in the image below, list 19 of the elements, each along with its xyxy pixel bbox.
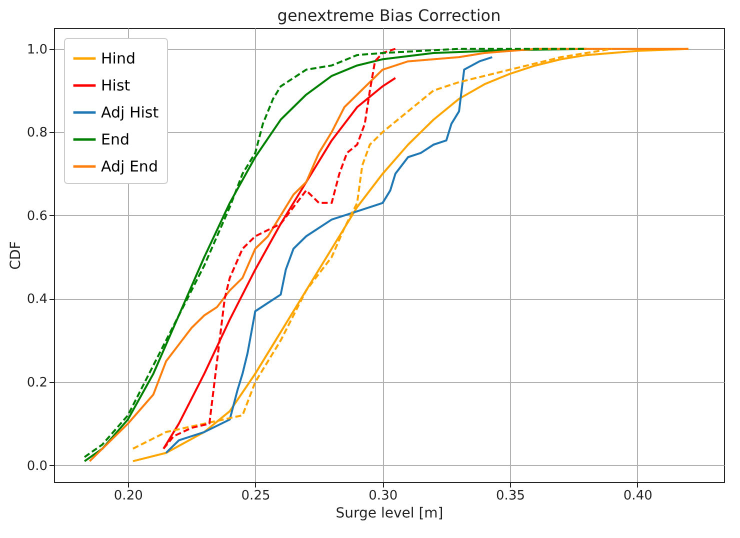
y-tick-label: 0.2: [26, 376, 48, 391]
y-tick-label: 0.0: [26, 458, 48, 474]
x-axis-title: Surge level [m]: [336, 506, 444, 522]
legend-label: Hist: [101, 76, 130, 94]
x-tick-label: 0.20: [114, 488, 143, 504]
y-tick-label: 0.6: [26, 208, 48, 224]
legend-label: Adj Hist: [101, 104, 159, 122]
y-tick-label: 1.0: [26, 42, 48, 58]
y-axis-title: CDF: [8, 241, 24, 270]
x-tick-label: 0.25: [241, 488, 270, 504]
y-tick-label: 0.4: [26, 292, 48, 308]
chart-title: genextreme Bias Correction: [277, 6, 501, 25]
y-tick-label: 0.8: [26, 126, 48, 141]
legend-label: Hind: [101, 50, 136, 68]
legend-label: Adj End: [101, 158, 158, 176]
x-tick-label: 0.40: [623, 488, 652, 504]
legend-label: End: [101, 130, 130, 148]
x-tick-label: 0.30: [368, 488, 398, 504]
x-tick-label: 0.35: [496, 488, 525, 504]
